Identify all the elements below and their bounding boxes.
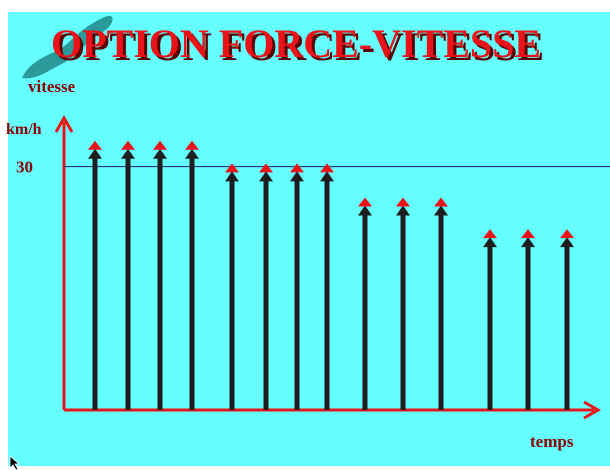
bar [88, 140, 102, 150]
y-tick-label: 30 [16, 158, 33, 177]
bar [290, 163, 304, 173]
black-arrow-head [434, 205, 448, 216]
bar [396, 197, 410, 207]
bar [225, 163, 239, 173]
black-arrow-head [396, 205, 410, 216]
bar [153, 140, 167, 150]
black-arrow-head [358, 205, 372, 216]
bar [121, 140, 135, 150]
bar [483, 229, 497, 239]
chart-background [8, 12, 610, 466]
bar [185, 140, 199, 150]
black-arrow-head [320, 171, 334, 182]
figure-icon [22, 15, 113, 79]
bar [560, 229, 574, 239]
black-arrow-head [483, 237, 497, 248]
y-axis-label: vitesse [28, 77, 76, 96]
black-arrow-head [259, 171, 273, 182]
black-arrow-head [521, 237, 535, 248]
x-axis-label: temps [530, 432, 574, 451]
x-axis-arrow [583, 400, 602, 420]
y-unit-label: km/h [6, 121, 42, 138]
black-arrow-head [185, 148, 199, 159]
black-arrow-head [225, 171, 239, 182]
chart-title-shadow: OPTION FORCE-VITESSE [54, 24, 544, 69]
y-axis-arrow [54, 114, 74, 133]
black-arrow-head [121, 148, 135, 159]
chart-title: OPTION FORCE-VITESSE [51, 21, 541, 66]
bar [259, 163, 273, 173]
black-arrow-head [560, 237, 574, 248]
black-arrow-head [153, 148, 167, 159]
bar [358, 197, 372, 207]
black-arrow-head [290, 171, 304, 182]
bar [320, 163, 334, 173]
black-arrow-head [88, 148, 102, 159]
bar [521, 229, 535, 239]
bar [434, 197, 448, 207]
